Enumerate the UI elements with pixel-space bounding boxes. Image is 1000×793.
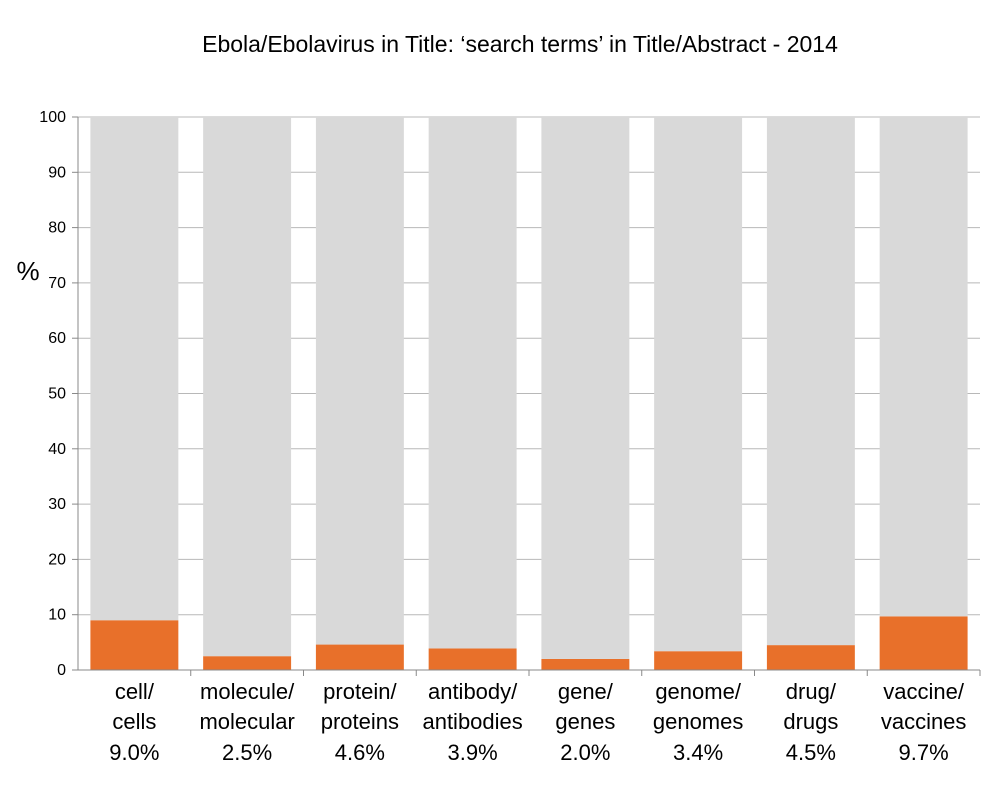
x-category-percent-label: 9.0% [109,740,159,765]
x-category-label: genome/ [655,679,742,704]
y-tick-label: 100 [39,109,66,126]
y-tick-label: 40 [48,441,66,458]
bar-term-percentage [315,644,404,670]
y-tick-label: 70 [48,275,66,292]
x-category-label: cell/ [115,679,155,704]
x-category-label: molecular [199,709,294,734]
y-tick-label: 80 [48,220,66,237]
x-category-label: gene/ [558,679,614,704]
x-category-label: genes [555,709,615,734]
x-category-label: antibody/ [428,679,518,704]
bar-term-percentage [654,651,743,670]
bar-term-percentage [428,648,517,670]
x-category-percent-label: 2.5% [222,740,272,765]
chart-title: Ebola/Ebolavirus in Title: ‘search terms… [202,31,838,57]
axes: 0 10 20 30 40 50 60 70 80 90 100 [39,109,981,679]
y-tick-label: 60 [48,330,66,347]
x-category-percent-label: 4.5% [786,740,836,765]
x-category-percent-label: 3.9% [448,740,498,765]
bar-remainder [654,117,743,652]
x-category-label: protein/ [323,679,397,704]
y-tick-label: 20 [48,551,66,568]
x-category-label: antibodies [422,709,522,734]
x-category-label: cells [112,709,156,734]
bar-term-percentage [879,616,968,670]
bar-remainder [90,117,179,621]
x-category-label: molecule/ [200,679,295,704]
x-category-label: vaccines [881,709,967,734]
bar-term-percentage [90,620,179,670]
bar-remainder [766,117,855,646]
y-tick-label: 50 [48,386,66,403]
bar-term-percentage [541,658,630,670]
x-category-label: proteins [321,709,399,734]
bar-term-percentage [203,656,292,670]
x-category-label: genomes [653,709,744,734]
bar-remainder [428,117,517,649]
bars [90,117,968,670]
bar-term-percentage [766,645,855,670]
x-category-label: vaccine/ [883,679,965,704]
x-category-percent-label: 4.6% [335,740,385,765]
y-axis-label: % [16,256,39,286]
y-tick-label: 90 [48,164,66,181]
bar-remainder [879,117,968,617]
y-tick-label: 30 [48,496,66,513]
x-category-percent-label: 9.7% [899,740,949,765]
y-tick-label: 10 [48,607,66,624]
x-axis-labels: cell/cells 9.0% molecule/molecular 2.5% prot… [109,679,966,765]
x-category-percent-label: 3.4% [673,740,723,765]
x-category-label: drugs [783,709,838,734]
bar-remainder [315,117,404,645]
y-tick-label: 0 [57,662,66,679]
bar-remainder [203,117,292,657]
x-category-percent-label: 2.0% [560,740,610,765]
x-category-label: drug/ [786,679,837,704]
bar-remainder [541,117,630,659]
